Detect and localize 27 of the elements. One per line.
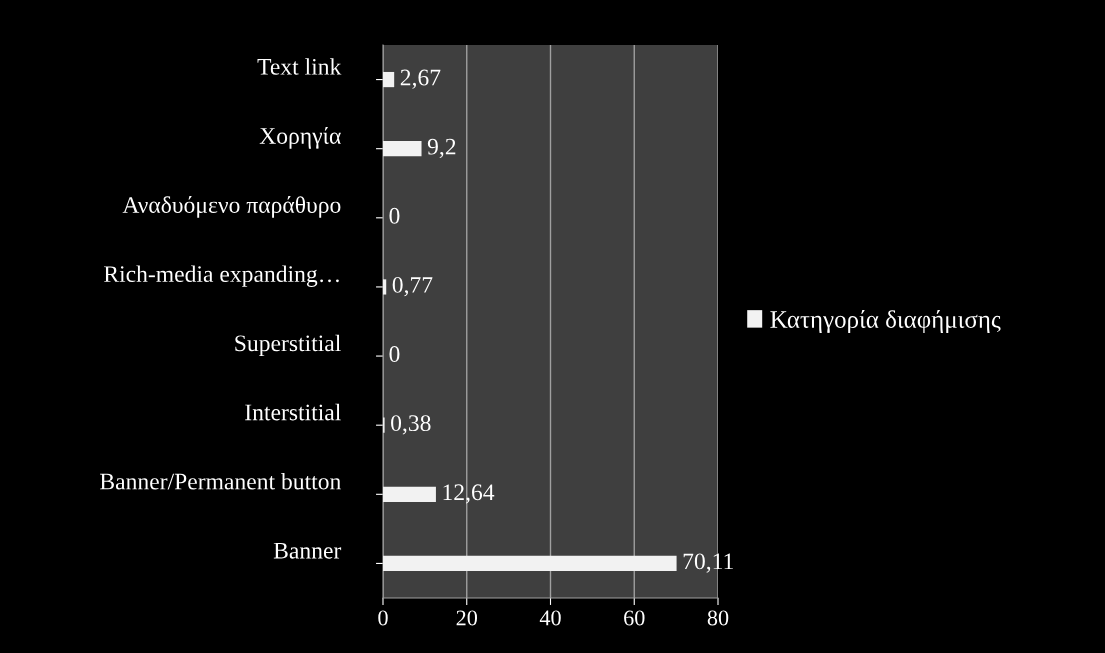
y-tick-label: Rich-media expanding… <box>103 265 339 287</box>
legend-label: Κατηγορία διαφήμισης <box>770 310 1001 333</box>
bar <box>383 71 395 88</box>
y-tick-label: Text link <box>257 58 342 75</box>
data-label: 2,67 <box>400 69 441 89</box>
bar <box>383 141 422 157</box>
x-tick-label: 20 <box>456 610 478 626</box>
y-tick-label: Αναδυόμενο παράθυρο <box>122 196 341 218</box>
data-label: 0,38 <box>391 415 431 435</box>
y-tick-label: Banner/Permanent button <box>100 472 341 490</box>
bar <box>383 555 677 572</box>
data-label: 70,11 <box>683 553 733 573</box>
y-tick-label: Interstitial <box>245 403 341 421</box>
x-tick-label: 0 <box>378 610 388 626</box>
bar <box>383 486 436 502</box>
bar <box>383 279 387 295</box>
x-tick-label: 60 <box>624 610 645 626</box>
data-label: 0 <box>389 346 400 362</box>
data-label: 0,77 <box>392 276 433 297</box>
y-tick-label: Χορηγία <box>259 127 341 149</box>
y-tick-label: Banner <box>273 542 342 559</box>
data-label: 12,64 <box>443 484 495 504</box>
x-tick-label: 80 <box>707 610 729 626</box>
x-tick-label: 40 <box>539 610 561 626</box>
data-label: 9,2 <box>427 138 456 158</box>
data-label: 0 <box>389 207 400 224</box>
y-tick-label: Superstitial <box>235 334 341 357</box>
